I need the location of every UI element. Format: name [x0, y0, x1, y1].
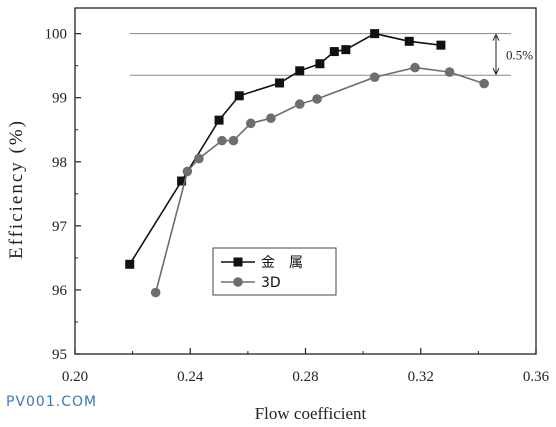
- series-0-point: [329, 47, 339, 57]
- series-0-point: [125, 259, 135, 269]
- x-tick-label: 0.32: [408, 369, 434, 385]
- plot-frame: [74, 7, 537, 355]
- watermark-text: PV001.COM: [6, 394, 97, 410]
- legend-label-metal: 金 属: [261, 255, 303, 271]
- series-0-point: [295, 66, 305, 76]
- x-tick-label: 0.28: [292, 369, 318, 385]
- series-1-point: [266, 113, 276, 124]
- x-tick-label: 0.20: [62, 369, 88, 385]
- legend-label-3d: 3D: [261, 275, 281, 291]
- series-line-0: [129, 32, 441, 265]
- series-1-point: [294, 99, 305, 109]
- series-0-point: [404, 36, 414, 46]
- y-tick-label: 99: [52, 91, 67, 107]
- series-1-point: [410, 62, 420, 73]
- series-0-point: [275, 78, 285, 88]
- axes: [74, 7, 537, 355]
- series-0-point: [341, 45, 351, 55]
- series-1-point: [245, 118, 256, 129]
- legend-marker-0: [233, 257, 243, 267]
- series-1-point: [182, 166, 193, 177]
- y-tick-label: 97: [52, 219, 68, 235]
- series-1-point: [150, 287, 161, 298]
- annotation-arrowhead-down: [492, 68, 500, 76]
- x-axis-title: Flow coefficient: [255, 404, 367, 423]
- series-1-point: [217, 135, 227, 146]
- series-0-point: [177, 176, 187, 186]
- series-1-point: [479, 78, 489, 89]
- series-layer: [125, 29, 489, 298]
- y-axis-title: Efficiency (%): [6, 119, 27, 259]
- series-0-point: [315, 59, 325, 69]
- legend-box: [212, 247, 337, 296]
- annotation-arrowhead-up: [492, 33, 500, 41]
- series-0-point: [436, 40, 446, 50]
- series-1-point: [228, 135, 239, 146]
- series-1-point: [444, 67, 455, 77]
- difference-label: 0.5%: [506, 47, 533, 62]
- legend-marker-1: [233, 277, 243, 287]
- reference-lines: [129, 33, 511, 76]
- legend: 金 属 3D: [212, 247, 337, 296]
- y-tick-label: 100: [45, 27, 68, 43]
- difference-annotation: 0.5%: [492, 33, 533, 76]
- x-tick-label: 0.36: [523, 369, 550, 385]
- y-tick-label: 95: [52, 347, 67, 363]
- series-1-point: [369, 72, 380, 82]
- series-1-point: [194, 153, 204, 164]
- series-0-point: [234, 91, 244, 101]
- y-tick-label: 98: [52, 155, 67, 171]
- ticks: 0.20 0.24 0.28 0.32 0.36 95 96 97 98 99 100: [45, 27, 550, 385]
- series-0-point: [214, 115, 224, 125]
- series-0-point: [370, 29, 380, 39]
- y-tick-label: 96: [52, 283, 68, 299]
- series-1-point: [312, 94, 322, 104]
- x-tick-label: 0.24: [177, 369, 204, 385]
